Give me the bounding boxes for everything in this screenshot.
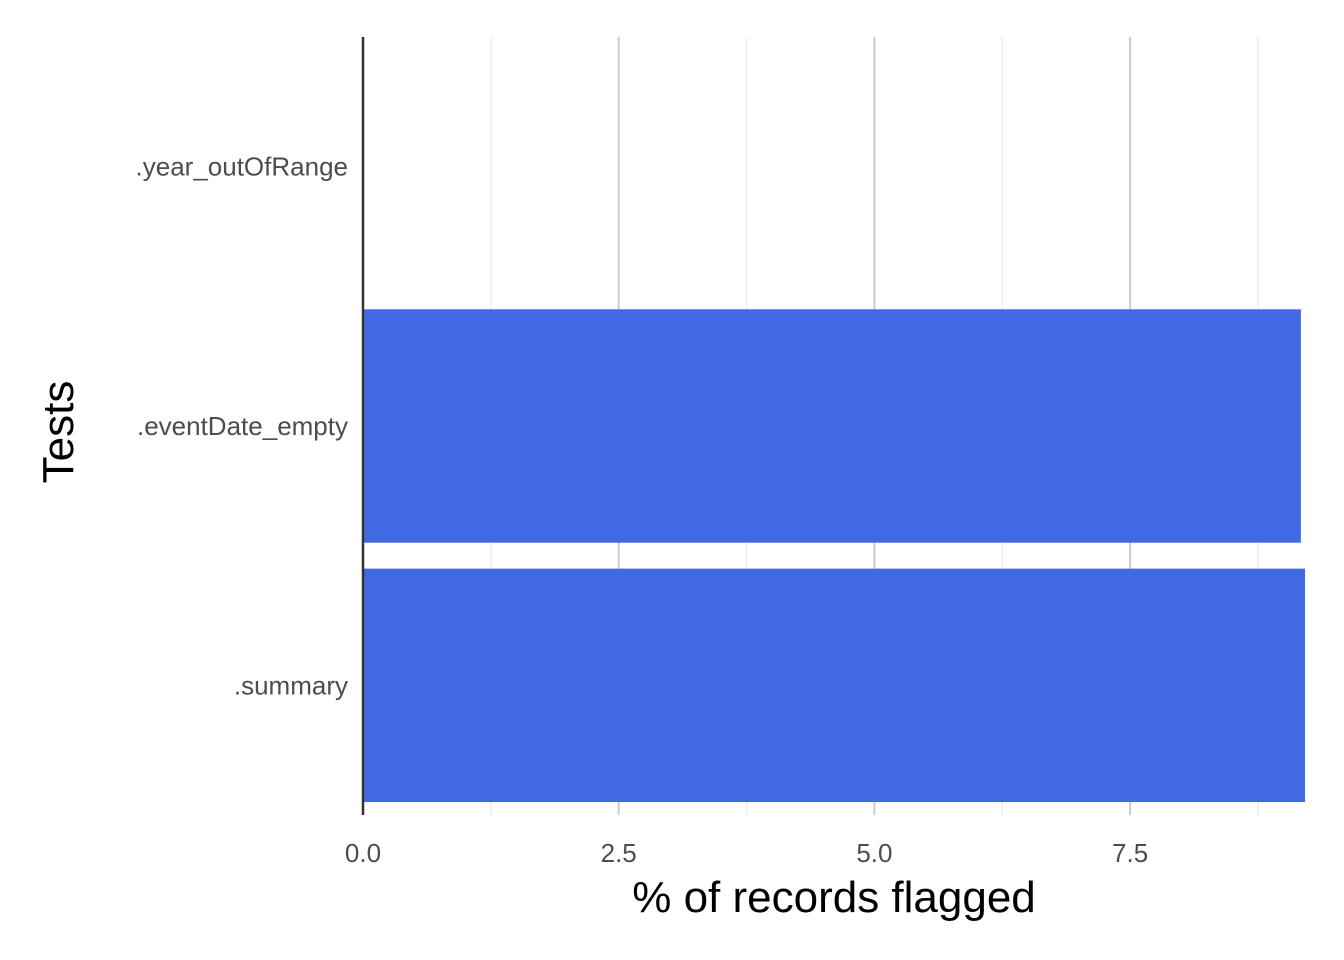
x-axis-title: % of records flagged [632,873,1036,922]
y-axis-title: Tests [34,381,83,484]
y-tick-label: .year_outOfRange [136,152,348,182]
x-tick-label: 5.0 [856,838,892,868]
x-tick-label: 2.5 [601,838,637,868]
bar-eventdate-empty [363,309,1301,543]
x-tick-label: 0.0 [345,838,381,868]
y-tick-label: .eventDate_empty [137,411,348,441]
y-tick-label: .summary [234,670,348,700]
x-tick-labels: 0.0 2.5 5.0 7.5 [345,838,1148,868]
y-tick-labels: .year_outOfRange .eventDate_empty .summary [136,152,348,701]
x-tick-label: 7.5 [1112,838,1148,868]
bars [363,309,1305,803]
bar-summary [363,568,1305,803]
